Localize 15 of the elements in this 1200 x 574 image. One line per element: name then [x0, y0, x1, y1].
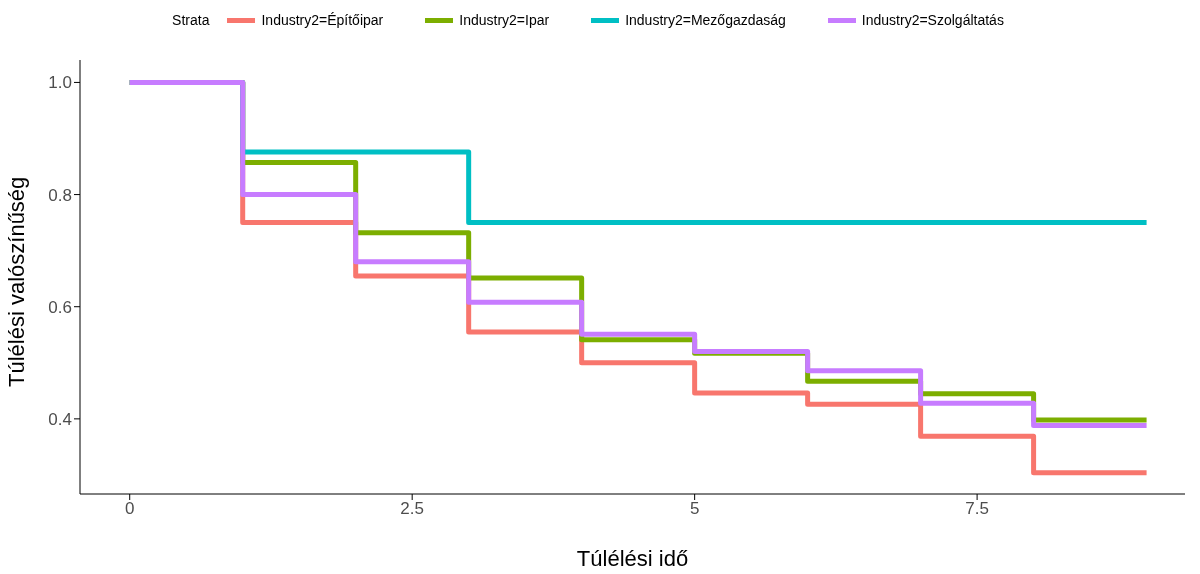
y-tick-label: 0.4: [48, 409, 72, 429]
x-axis-title: Túlélési idő: [576, 546, 689, 571]
x-tick-label: 7.5: [965, 499, 989, 519]
x-tick-label: 5: [689, 499, 700, 519]
x-tick-label: 2.5: [400, 499, 424, 519]
legend-label: Industry2=Szolgáltatás: [861, 12, 1004, 28]
y-tick-label: 1.0: [48, 73, 72, 93]
y-tick-label: 0.6: [48, 297, 72, 317]
y-tick-label: 0.8: [48, 185, 72, 205]
legend-label: Industry2=Ipar: [459, 12, 550, 28]
legend-title: Strata: [172, 12, 210, 28]
y-axis-title: Túlélési valószínűség: [3, 176, 29, 387]
x-tick-label: 0: [124, 499, 135, 519]
legend-label: Industry2=Építőipar: [261, 12, 384, 28]
legend-label: Industry2=Mezőgazdaság: [625, 12, 786, 28]
